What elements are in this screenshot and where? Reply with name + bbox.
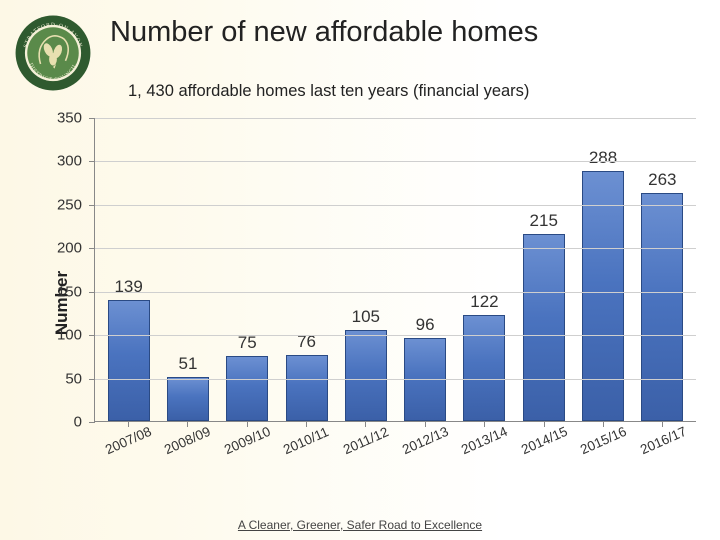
bar-value-label: 105 bbox=[352, 307, 380, 327]
y-tick-label: 50 bbox=[32, 370, 82, 387]
gridline bbox=[95, 205, 696, 206]
footer-text: A Cleaner, Greener, Safer Road to Excell… bbox=[0, 518, 720, 532]
gridline bbox=[95, 379, 696, 380]
bar-value-label: 215 bbox=[530, 211, 558, 231]
chart: Number 13951757610596122215288263 050100… bbox=[32, 118, 696, 488]
bar-value-label: 288 bbox=[589, 148, 617, 168]
y-tick-label: 150 bbox=[32, 283, 82, 300]
bar-rect bbox=[582, 171, 624, 421]
x-tick bbox=[662, 422, 663, 427]
council-logo: STRATFORD·ON·AVON DISTRICT COUNCIL bbox=[14, 14, 92, 92]
x-tick bbox=[603, 422, 604, 427]
subtitle: 1, 430 affordable homes last ten years (… bbox=[128, 82, 529, 101]
x-labels: 2007/082008/092009/102010/112011/122012/… bbox=[94, 426, 696, 482]
bar-value-label: 139 bbox=[114, 277, 142, 297]
gridline bbox=[95, 118, 696, 119]
bar-rect bbox=[167, 377, 209, 421]
bar-rect bbox=[523, 234, 565, 421]
y-tick-label: 0 bbox=[32, 414, 82, 431]
y-tick-label: 250 bbox=[32, 196, 82, 213]
gridline bbox=[95, 248, 696, 249]
gridline bbox=[95, 292, 696, 293]
y-tick-label: 100 bbox=[32, 327, 82, 344]
bar-col: 105 bbox=[336, 307, 395, 421]
y-tick-label: 300 bbox=[32, 153, 82, 170]
bar-col: 139 bbox=[99, 277, 158, 421]
bar-rect bbox=[286, 355, 328, 421]
x-tick bbox=[306, 422, 307, 427]
bar-col: 96 bbox=[395, 315, 454, 421]
y-tick-label: 350 bbox=[32, 110, 82, 127]
x-tick bbox=[247, 422, 248, 427]
y-ticks: 050100150200250300350 bbox=[32, 118, 94, 422]
x-ticks bbox=[94, 422, 696, 428]
bar-rect bbox=[226, 356, 268, 421]
bar-value-label: 51 bbox=[178, 354, 197, 374]
x-tick bbox=[365, 422, 366, 427]
plot-area: 139 51 7576 105 96 122 215 288 263 bbox=[94, 118, 696, 422]
bar-col: 288 bbox=[573, 148, 632, 421]
bars-container: 139 51 7576 105 96 122 215 288 263 bbox=[95, 118, 696, 421]
page-title: Number of new affordable homes bbox=[110, 16, 704, 49]
bar-value-label: 263 bbox=[648, 170, 676, 190]
y-tick-label: 200 bbox=[32, 240, 82, 257]
x-tick bbox=[425, 422, 426, 427]
x-tick bbox=[544, 422, 545, 427]
bar-rect bbox=[463, 315, 505, 421]
bar-rect bbox=[641, 193, 683, 421]
bar-rect bbox=[345, 330, 387, 421]
gridline bbox=[95, 335, 696, 336]
x-tick bbox=[187, 422, 188, 427]
header: Number of new affordable homes bbox=[110, 16, 704, 49]
bar-col: 76 bbox=[277, 332, 336, 421]
x-tick bbox=[128, 422, 129, 427]
bar-value-label: 96 bbox=[416, 315, 435, 335]
gridline bbox=[95, 161, 696, 162]
bar-col: 263 bbox=[633, 170, 692, 421]
bar-col: 75 bbox=[218, 333, 277, 421]
bar-rect bbox=[108, 300, 150, 421]
bar-col: 51 bbox=[158, 354, 217, 421]
bar-col: 122 bbox=[455, 292, 514, 421]
slide: STRATFORD·ON·AVON DISTRICT COUNCIL Numbe… bbox=[0, 0, 720, 540]
x-tick bbox=[484, 422, 485, 427]
bar-value-label: 122 bbox=[470, 292, 498, 312]
bar-col: 215 bbox=[514, 211, 573, 421]
